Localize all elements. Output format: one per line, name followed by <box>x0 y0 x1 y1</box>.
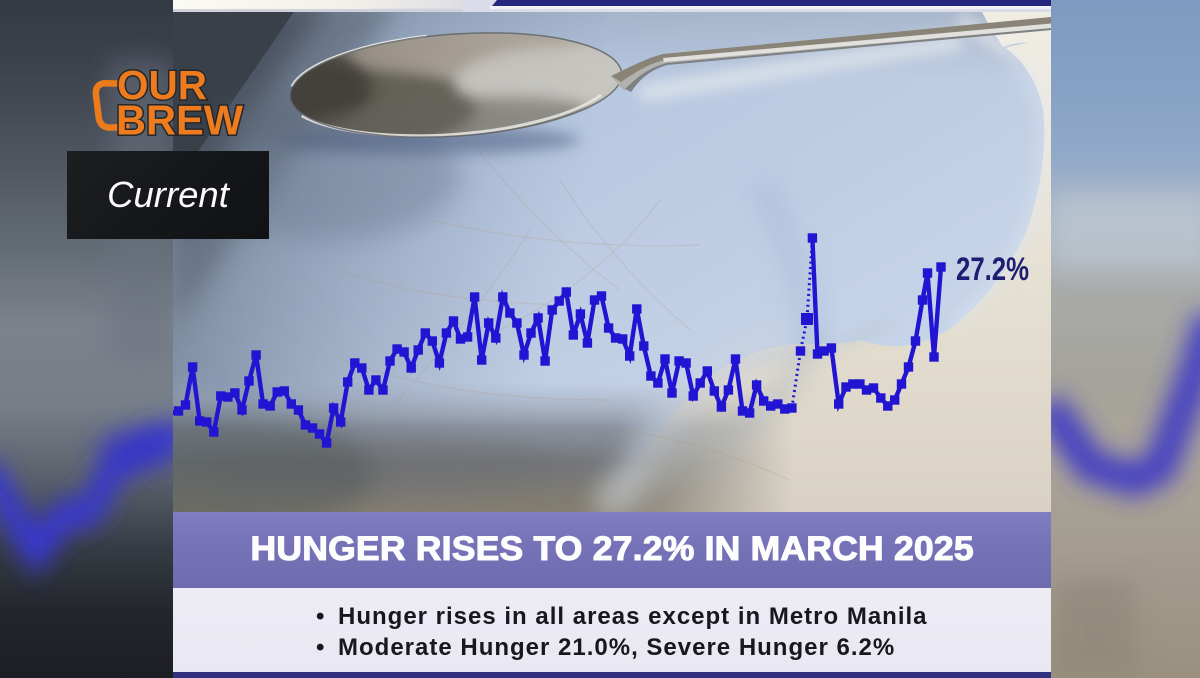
svg-text:OUR: OUR <box>117 62 207 108</box>
svg-text:BREW: BREW <box>116 97 243 144</box>
svg-text:27.2%: 27.2% <box>956 251 1029 287</box>
